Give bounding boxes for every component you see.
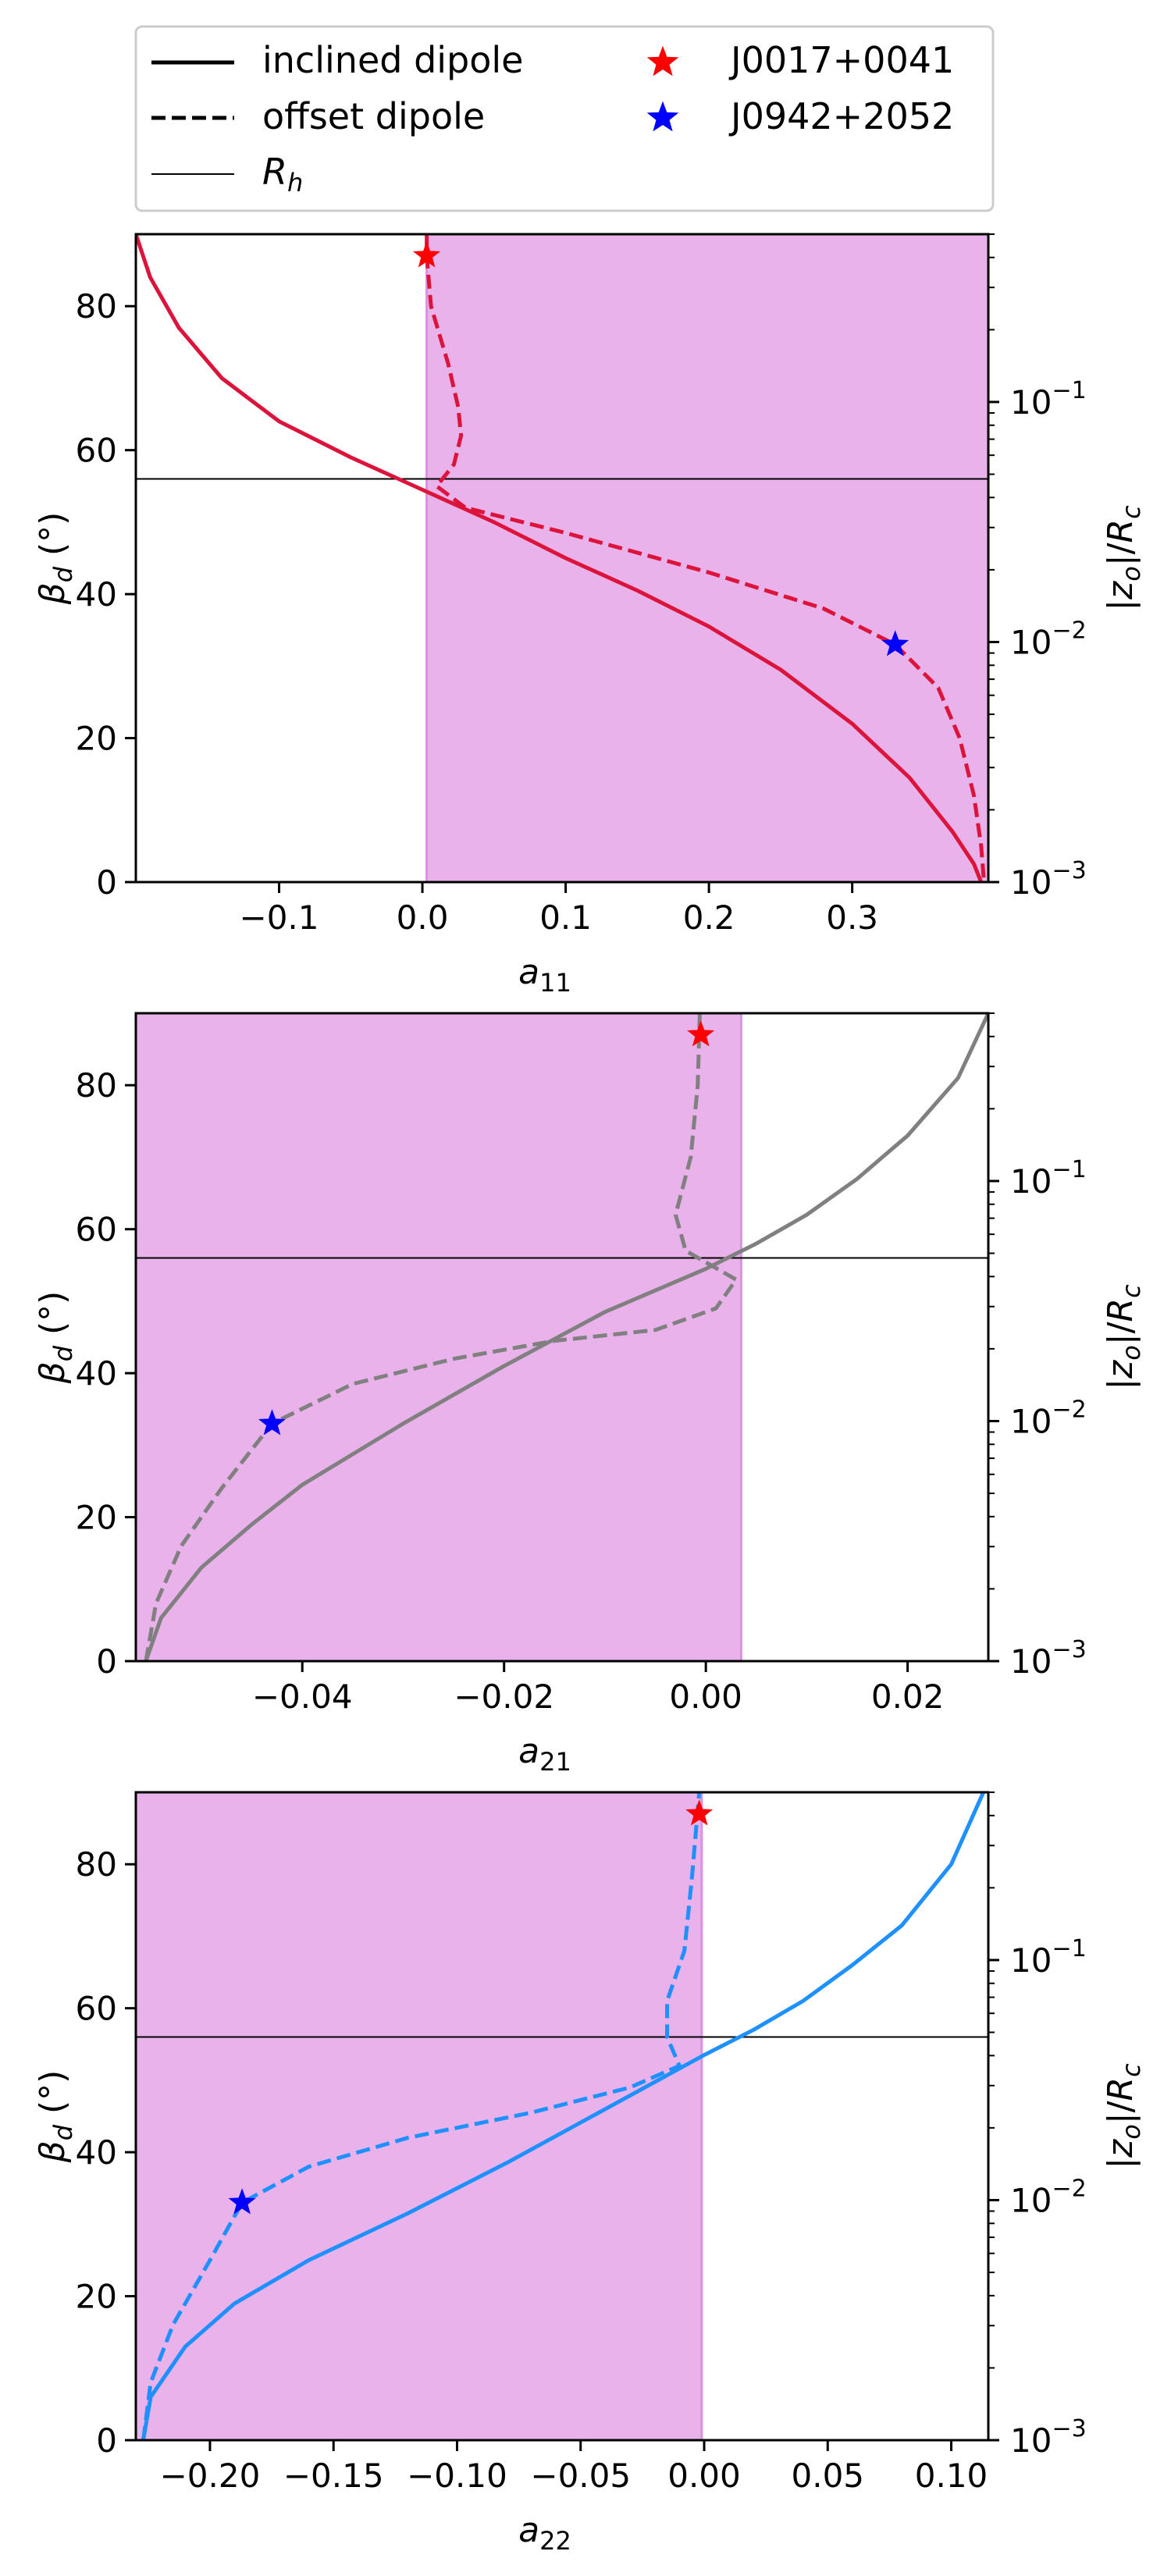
x-tick-label: 0.10 <box>915 2457 988 2495</box>
y2-axis-label: |zo|/Rc <box>1101 2063 1146 2169</box>
y-tick-label: 60 <box>76 1990 117 2028</box>
series-inclined-dipole <box>144 1013 988 1661</box>
y2-tick-label: 10−3 <box>1010 2415 1087 2460</box>
shaded-region <box>134 1012 742 1663</box>
y2-tick-label: 10−3 <box>1010 1636 1087 1681</box>
y-axis-label: βd (°) <box>33 512 78 606</box>
y2-tick-label: 10−1 <box>1010 1935 1087 1980</box>
series-offset-dipole <box>425 234 986 882</box>
x-tick-label: 0.2 <box>683 898 735 937</box>
axes-frame <box>134 233 990 884</box>
y-tick-label: 0 <box>96 2421 117 2460</box>
y-axis-label: βd (°) <box>33 1291 78 1385</box>
y-axis-label: βd (°) <box>33 2070 78 2164</box>
series-inclined-dipole <box>136 234 984 882</box>
axes-frame <box>134 1012 990 1663</box>
star-j0017+0041 <box>413 241 441 268</box>
x-tick-label: 0.00 <box>669 1678 742 1716</box>
legend-label-inclined: inclined dipole <box>262 39 523 81</box>
x-tick-label: −0.04 <box>252 1678 353 1716</box>
x-tick-label: 0.05 <box>792 2457 865 2495</box>
legend-star-j0942 <box>646 101 679 132</box>
x-axis-label: a22 <box>518 2510 571 2556</box>
star-j0942+2052 <box>881 630 909 656</box>
legend-star-j0017 <box>646 45 679 76</box>
y2-tick-label: 10−2 <box>1010 1396 1087 1440</box>
y-tick-label: 0 <box>96 1642 117 1681</box>
y-tick-label: 80 <box>76 1845 117 1884</box>
axes-frame <box>134 1791 990 2442</box>
x-tick-label: 0.1 <box>539 898 592 937</box>
x-tick-label: 0.00 <box>667 2457 741 2495</box>
x-tick-label: 0.3 <box>826 898 878 937</box>
x-tick-label: −0.20 <box>160 2457 261 2495</box>
panels: −0.1 0.0 0.1 0.2 0.3 0 20 40 60 80 10−3 10−2 10−1 a11… <box>33 233 1146 2556</box>
star-j0017+0041 <box>687 1020 715 1047</box>
y2-tick-label: 10−3 <box>1010 857 1087 902</box>
x-axis-label: a11 <box>518 952 571 998</box>
x-tick-label: −0.1 <box>240 898 319 937</box>
x-tick-label: 0.0 <box>397 898 449 937</box>
y2-tick-label: 10−1 <box>1010 1156 1087 1201</box>
series-inclined-dipole <box>141 1792 985 2440</box>
legend-frame <box>134 25 995 212</box>
x-tick-label: −0.05 <box>530 2457 631 2495</box>
star-j0942+2052 <box>228 2188 256 2215</box>
x-tick-label: −0.15 <box>283 2457 384 2495</box>
y-tick-label: 20 <box>76 720 117 758</box>
y-tick-label: 0 <box>96 863 117 902</box>
y2-axis-label: |zo|/Rc <box>1101 505 1146 611</box>
y2-axis-label: |zo|/Rc <box>1101 1284 1146 1390</box>
y2-tick-label: 10−2 <box>1010 617 1087 661</box>
legend-label-offset: offset dipole <box>262 95 485 137</box>
x-axis-label: a21 <box>518 1731 571 1777</box>
y-tick-label: 80 <box>76 287 117 326</box>
y-tick-label: 20 <box>76 1499 117 1537</box>
panel-3: −0.20 −0.15 −0.10 −0.05 0.00 0.05 0.10 0 20 40 60 8… <box>33 1791 1146 2556</box>
legend-label-j0942: J0942+2052 <box>728 95 954 137</box>
series-offset-dipole <box>141 1792 702 2440</box>
y-tick-label: 20 <box>76 2278 117 2316</box>
shaded-region <box>425 233 990 884</box>
series-offset-dipole <box>144 1013 739 1661</box>
x-tick-label: −0.02 <box>454 1678 554 1716</box>
y2-tick-label: 10−2 <box>1010 2175 1087 2219</box>
y-tick-label: 40 <box>76 2133 117 2172</box>
panel-1: −0.1 0.0 0.1 0.2 0.3 0 20 40 60 80 10−3 10−2 10−1 a11… <box>33 233 1146 998</box>
star-j0017+0041 <box>685 1799 714 1826</box>
x-tick-label: −0.10 <box>407 2457 507 2495</box>
y-tick-label: 60 <box>76 432 117 470</box>
y-tick-label: 80 <box>76 1066 117 1105</box>
panel-2: −0.04 −0.02 0.00 0.02 0 20 40 60 80 10−3 10−2 10−1 a… <box>33 1012 1146 1777</box>
y-tick-label: 40 <box>76 1354 117 1393</box>
shaded-region <box>134 1791 703 2442</box>
y-tick-label: 40 <box>76 575 117 614</box>
star-j0942+2052 <box>258 1409 286 1436</box>
legend: inclined dipole offset dipole Rh J0017+0… <box>134 25 995 212</box>
legend-label-j0017: J0017+0041 <box>728 39 954 81</box>
y2-tick-label: 10−1 <box>1010 377 1087 422</box>
x-tick-label: 0.02 <box>871 1678 945 1716</box>
y-tick-label: 60 <box>76 1211 117 1249</box>
